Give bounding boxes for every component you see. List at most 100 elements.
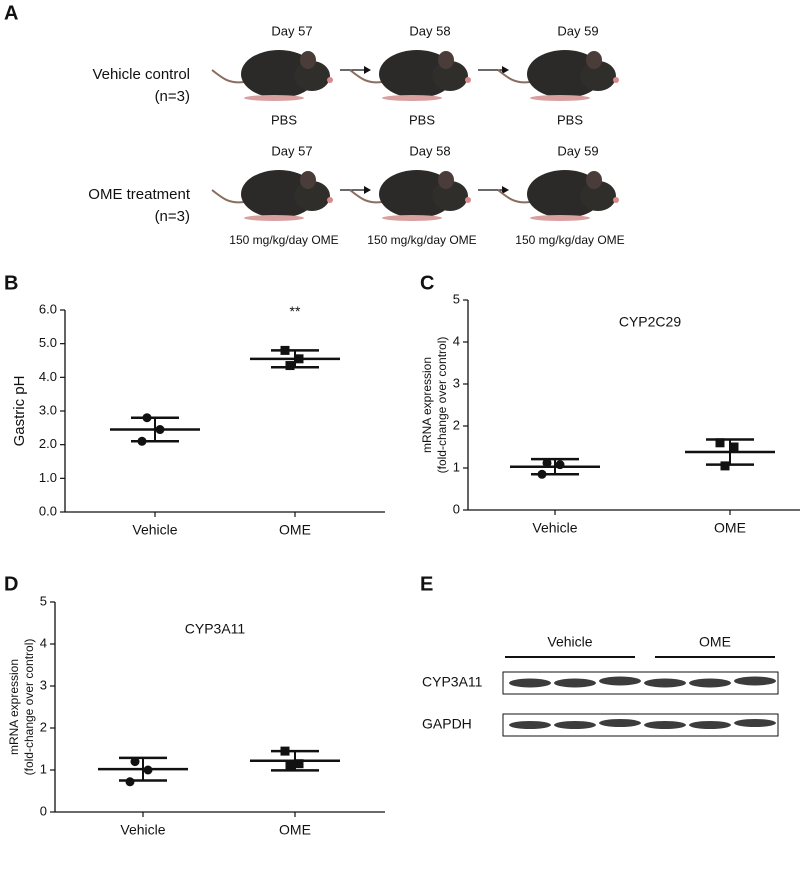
panel-label: E	[420, 573, 433, 595]
data-point	[294, 759, 304, 769]
panel-label: A	[4, 2, 18, 24]
data-point	[280, 345, 290, 355]
blot-band	[644, 721, 686, 729]
mouse-icon	[349, 170, 471, 221]
mouse-body	[379, 50, 455, 98]
blot-row-label: GAPDH	[422, 716, 472, 732]
blot-band	[554, 721, 596, 729]
blot-band	[554, 678, 596, 688]
blot-band	[509, 678, 551, 688]
y-tick-label: 6.0	[39, 301, 57, 316]
mouse-icon	[349, 50, 471, 101]
treatment-label: PBS	[557, 112, 583, 127]
y-tick-label: 5	[40, 593, 47, 608]
mouse-feet	[530, 215, 590, 221]
arrow-head	[502, 66, 509, 74]
data-point	[285, 361, 295, 371]
data-point	[715, 438, 725, 448]
day-label: Day 58	[409, 143, 450, 158]
mouse-ear	[438, 51, 454, 69]
y-tick-label: 3.0	[39, 402, 57, 417]
mouse-ear	[300, 51, 316, 69]
mouse-head	[294, 181, 330, 211]
mouse-icon	[497, 50, 619, 101]
treatment-label: 150 mg/kg/day OME	[367, 233, 476, 247]
x-tick-label: OME	[279, 522, 311, 538]
mouse-tail	[497, 69, 531, 84]
data-point	[555, 460, 565, 470]
mouse-head	[580, 61, 616, 91]
mouse-tail	[211, 189, 245, 204]
y-tick-label: 0	[453, 501, 460, 516]
chart-title: CYP2C29	[619, 314, 681, 330]
blot-frame	[502, 671, 779, 695]
mouse-tail	[349, 69, 383, 84]
mouse-body	[241, 50, 317, 98]
y-tick-label: 2	[40, 719, 47, 734]
mouse-ear	[438, 171, 454, 189]
y-tick-label: 1	[40, 761, 47, 776]
y-axis-label: Gastric pH	[11, 376, 28, 447]
y-tick-label: 4	[40, 635, 47, 650]
y-axis-label: mRNA expression	[7, 659, 21, 755]
mouse-icon	[211, 170, 333, 221]
panel-label: C	[420, 272, 434, 294]
day-label: Day 57	[271, 23, 312, 38]
mouse-ear	[586, 51, 602, 69]
y-tick-label: 0.0	[39, 503, 57, 518]
group-label: Vehicle	[547, 634, 592, 650]
mouse-head	[432, 181, 468, 211]
data-point	[142, 413, 152, 423]
blot-band	[599, 676, 641, 686]
data-point	[130, 757, 140, 767]
data-point	[729, 442, 739, 452]
mouse-feet	[530, 95, 590, 101]
arrow-head	[502, 186, 509, 194]
mouse-nose	[613, 197, 619, 203]
mouse-tail	[349, 189, 383, 204]
y-axis-label: mRNA expression	[420, 357, 434, 453]
y-tick-label: 5	[453, 291, 460, 306]
mouse-nose	[465, 197, 471, 203]
mouse-nose	[465, 77, 471, 83]
mouse-body	[241, 170, 317, 218]
panel-label: D	[4, 573, 18, 595]
group-label: Vehicle control	[92, 66, 190, 83]
y-axis-label: (fold-change over control)	[435, 337, 449, 474]
blot-band	[644, 678, 686, 688]
y-tick-label: 4.0	[39, 369, 57, 384]
blot-band	[509, 721, 551, 729]
significance: **	[290, 303, 301, 319]
mouse-feet	[244, 215, 304, 221]
y-axis-label: (fold-change over control)	[22, 639, 36, 776]
day-label: Day 59	[557, 143, 598, 158]
group-n: (n=3)	[155, 208, 190, 225]
day-label: Day 57	[271, 143, 312, 158]
blot-band	[689, 721, 731, 729]
y-tick-label: 2	[453, 417, 460, 432]
data-point	[720, 461, 730, 471]
y-tick-label: 3	[453, 375, 460, 390]
data-point	[280, 746, 290, 756]
mouse-feet	[382, 215, 442, 221]
mouse-nose	[327, 77, 333, 83]
y-tick-label: 4	[453, 333, 460, 348]
treatment-label: PBS	[409, 112, 435, 127]
blot-band	[734, 719, 776, 727]
y-tick-label: 1	[453, 459, 460, 474]
mouse-tail	[211, 69, 245, 84]
y-tick-label: 5.0	[39, 335, 57, 350]
x-tick-label: OME	[279, 822, 311, 838]
x-tick-label: Vehicle	[532, 520, 577, 536]
chart-title: CYP3A11	[185, 621, 246, 637]
x-tick-label: Vehicle	[132, 522, 177, 538]
mouse-icon	[211, 50, 333, 101]
day-label: Day 59	[557, 23, 598, 38]
mouse-feet	[382, 95, 442, 101]
x-tick-label: Vehicle	[120, 822, 165, 838]
group-label: OME	[699, 634, 731, 650]
blot-frame	[502, 713, 779, 737]
blot-row-label: CYP3A11	[422, 674, 483, 690]
x-tick-label: OME	[714, 520, 746, 536]
y-tick-label: 3	[40, 677, 47, 692]
